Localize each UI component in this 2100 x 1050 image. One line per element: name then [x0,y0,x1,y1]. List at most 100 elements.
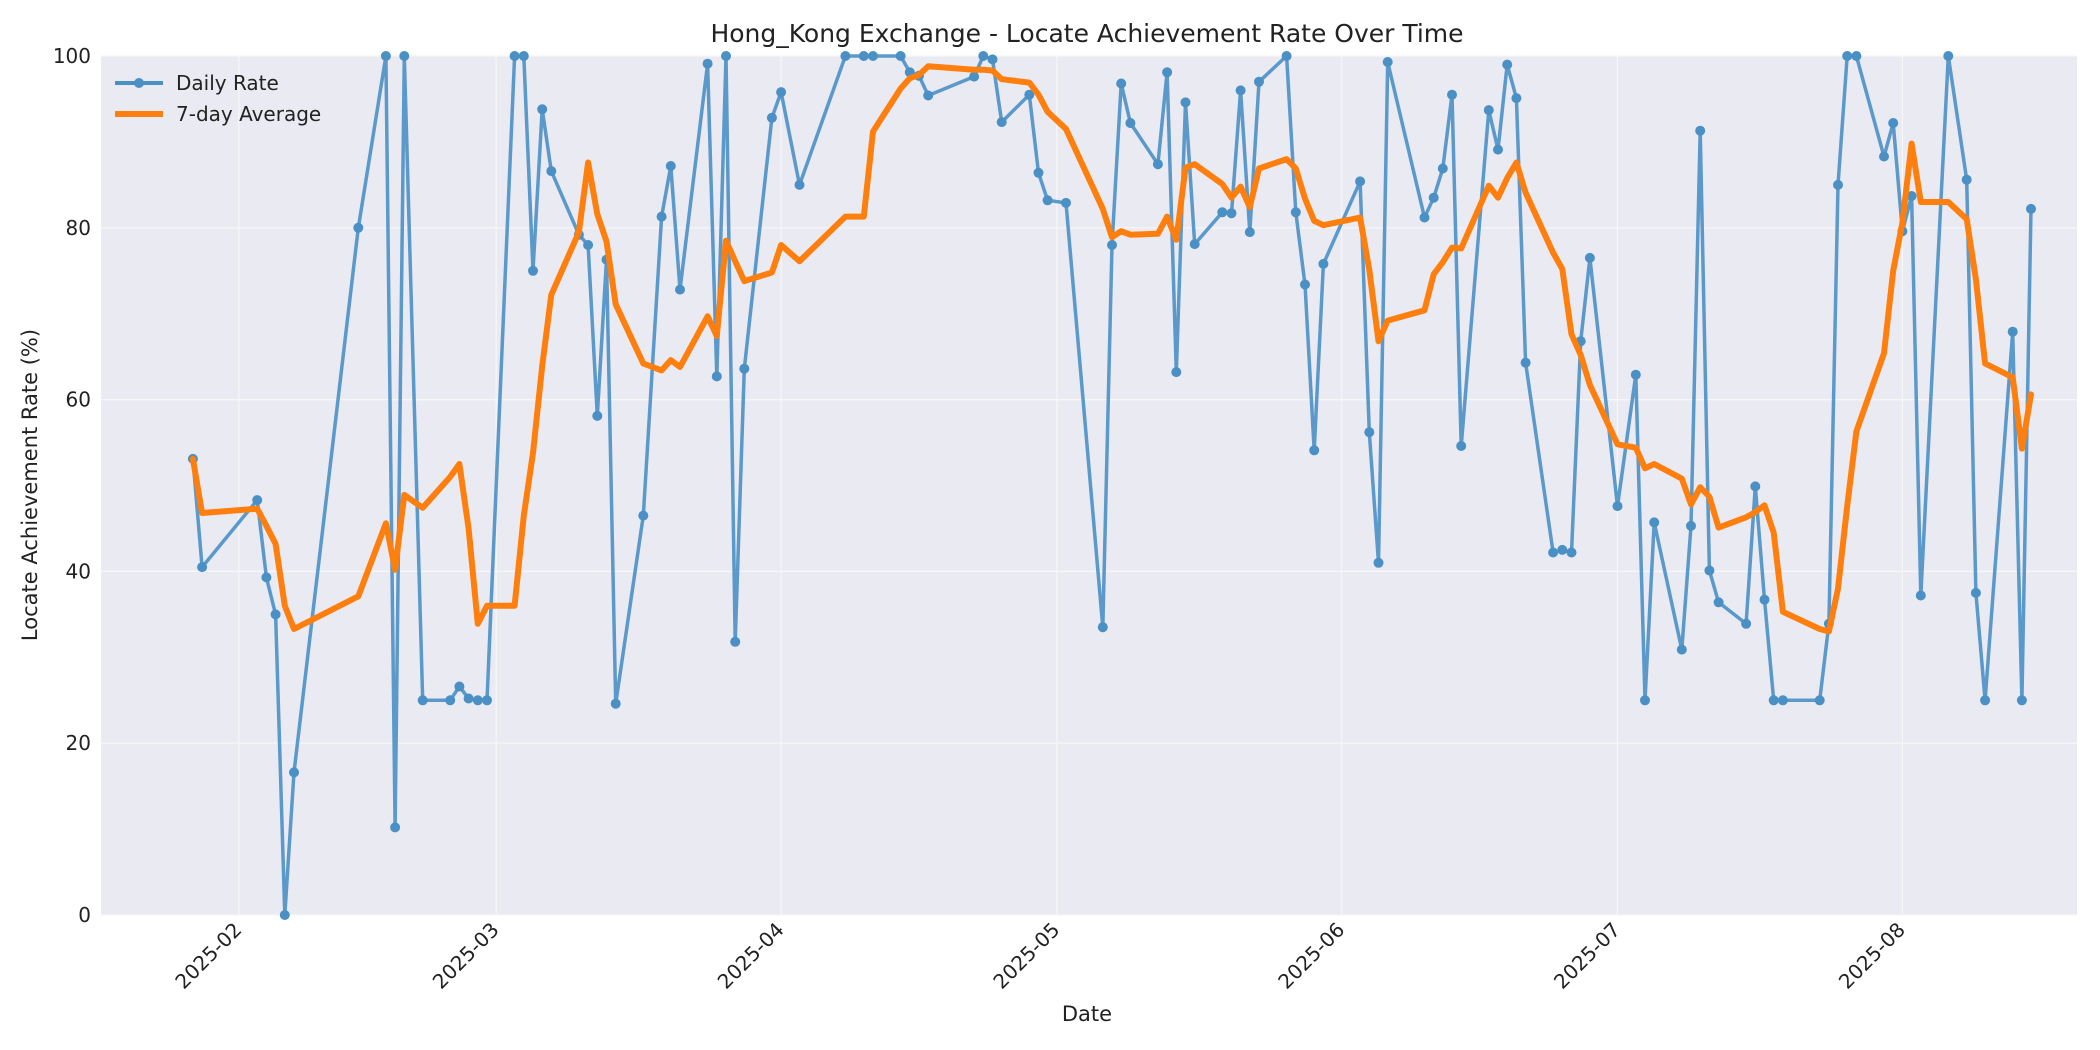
data-point-daily-rate [1061,197,1071,208]
data-point-daily-rate [794,179,805,190]
data-point-daily-rate [1152,159,1163,170]
x-tick-label: 2025-06 [1273,918,1349,994]
data-point-daily-rate [2007,326,2018,337]
data-point-daily-rate [1217,207,1228,218]
data-point-daily-rate [1970,587,1981,598]
data-point-daily-rate [472,695,483,706]
data-point-daily-rate [454,681,465,692]
data-point-daily-rate [1364,427,1375,438]
data-point-daily-rate [1584,252,1595,263]
data-point-daily-rate [390,822,401,833]
data-point-daily-rate [252,495,263,506]
data-point-daily-rate [1676,644,1687,655]
data-point-daily-rate [1906,191,1917,201]
data-point-daily-rate [1566,547,1577,558]
data-point-daily-rate [776,87,787,98]
data-point-daily-rate [1502,59,1513,70]
series-layer [187,51,2036,920]
x-tick-label: 2025-04 [713,918,789,994]
data-point-daily-rate [1309,445,1320,456]
data-point-daily-rate [1097,622,1108,633]
y-tick-label: 60 [66,388,91,412]
data-point-daily-rate [895,51,906,61]
data-point-daily-rate [1437,163,1448,174]
data-point-daily-rate [1888,118,1899,128]
data-point-daily-rate [518,51,529,61]
data-point-daily-rate [1318,258,1329,269]
data-point-daily-rate [923,90,934,101]
y-tick-label: 0 [78,903,91,927]
data-point-daily-rate [858,51,869,61]
series-line-7-day-average [189,63,2034,635]
x-axis-label: Date [1062,1002,1112,1026]
data-point-daily-rate [739,363,750,374]
data-point-daily-rate [711,371,722,382]
data-point-daily-rate [2026,203,2036,214]
data-point-daily-rate [1180,97,1191,108]
data-point-daily-rate [270,609,281,620]
data-point-daily-rate [1741,618,1752,629]
data-point-daily-rate [1254,76,1264,87]
data-point-daily-rate [1428,192,1439,203]
y-tick-label: 20 [66,731,91,755]
chart-title: Hong_Kong Exchange - Locate Achievement … [710,19,1463,48]
data-point-daily-rate [1107,240,1117,250]
data-point-daily-rate [1290,207,1301,218]
data-point-daily-rate [509,51,520,61]
data-point-daily-rate [1493,144,1503,155]
data-point-daily-rate [417,695,428,706]
y-axis-label: Locate Achievement Rate (%) [18,329,42,641]
data-point-daily-rate [1162,67,1173,78]
x-axis: 2025-02 2025-03 2025-04 2025-05 2025-06 2025-… [170,918,1910,994]
data-point-daily-rate [1171,367,1182,378]
y-axis: 0 20 40 60 80 100 [53,44,91,927]
data-point-daily-rate [665,161,676,171]
y-tick-label: 80 [66,216,91,240]
y-tick-label: 40 [66,559,91,583]
data-point-daily-rate [969,71,980,82]
data-point-daily-rate [1520,357,1531,368]
data-point-daily-rate [1024,89,1035,100]
x-tick-label: 2025-07 [1549,918,1625,994]
data-point-daily-rate [1226,208,1237,219]
data-point-daily-rate [1557,544,1568,555]
data-point-daily-rate [1447,89,1457,100]
data-point-daily-rate [583,240,594,250]
data-point-daily-rate [537,104,548,115]
data-point-daily-rate [1483,105,1494,116]
data-point-daily-rate [1649,517,1660,528]
data-point-daily-rate [1915,590,1926,601]
data-point-daily-rate [399,51,410,61]
data-point-daily-rate [1704,565,1715,576]
data-point-daily-rate [1548,547,1559,558]
data-point-daily-rate [675,284,685,295]
data-point-daily-rate [721,51,731,61]
data-point-daily-rate [197,562,208,573]
data-point-daily-rate [445,695,456,706]
data-point-daily-rate [1842,51,1853,61]
data-point-daily-rate [1373,557,1384,568]
data-point-daily-rate [996,117,1007,128]
data-point-daily-rate [1281,51,1292,61]
data-point-daily-rate [1686,520,1696,531]
data-point-daily-rate [702,58,713,69]
data-point-daily-rate [2016,695,2027,706]
data-point-daily-rate [1695,125,1706,136]
data-point-daily-rate [289,767,299,778]
data-point-daily-rate [1116,78,1127,89]
data-point-daily-rate [279,910,290,920]
data-point-daily-rate [1300,279,1310,290]
data-point-daily-rate [463,693,474,704]
data-point-daily-rate [380,51,391,61]
data-point-daily-rate [482,695,492,706]
data-point-daily-rate [1511,93,1522,104]
grid-lines [101,55,2077,916]
data-point-daily-rate [1382,57,1393,67]
data-point-daily-rate [1456,441,1467,451]
data-point-daily-rate [1419,212,1430,223]
legend-daily-rate-label: Daily Rate [176,71,279,95]
data-point-daily-rate [1961,174,1972,185]
data-point-daily-rate [840,51,851,61]
data-point-daily-rate [610,698,621,709]
